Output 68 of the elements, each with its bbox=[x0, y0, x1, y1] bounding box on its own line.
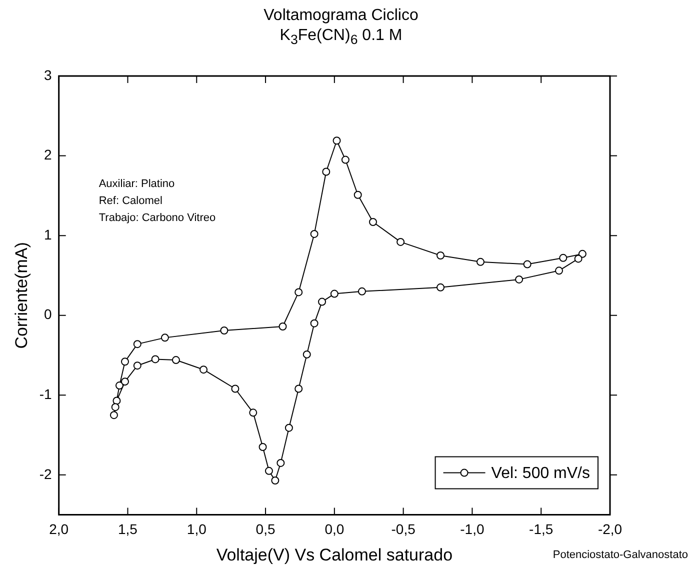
point bbox=[111, 403, 120, 412]
point bbox=[294, 288, 303, 296]
point bbox=[258, 442, 267, 451]
point bbox=[476, 258, 484, 266]
point bbox=[151, 355, 160, 364]
point bbox=[278, 322, 287, 331]
point bbox=[284, 424, 293, 432]
point bbox=[578, 250, 586, 258]
point bbox=[523, 260, 532, 268]
y-tick-label: -2 bbox=[39, 466, 52, 482]
point bbox=[354, 190, 362, 199]
x-tick-label: -2,0 bbox=[598, 521, 622, 538]
x-tick-label: -0,5 bbox=[391, 521, 416, 538]
annotation: Trabajo: Carbono Vitreo bbox=[98, 212, 216, 224]
point bbox=[120, 358, 129, 366]
y-tick-label: 2 bbox=[44, 146, 52, 163]
x-tick-label: -1,5 bbox=[529, 521, 554, 538]
point bbox=[264, 466, 273, 475]
point bbox=[436, 283, 445, 292]
point bbox=[555, 266, 564, 275]
point bbox=[271, 476, 280, 484]
point bbox=[294, 384, 303, 393]
x-tick-label: 0,0 bbox=[324, 521, 344, 538]
point bbox=[559, 254, 568, 262]
y-tick-label: 0 bbox=[44, 306, 52, 322]
point bbox=[574, 254, 582, 263]
point bbox=[110, 411, 118, 420]
point bbox=[302, 350, 311, 358]
x-tick-label: 1,0 bbox=[186, 521, 207, 538]
point bbox=[249, 408, 258, 417]
x-tick-label: -1,0 bbox=[460, 521, 484, 538]
point bbox=[276, 458, 285, 467]
annotation: Auxiliar: Platino bbox=[98, 178, 175, 190]
point bbox=[318, 298, 326, 306]
legend-label: Vel: 500 mV/s bbox=[491, 465, 590, 482]
point bbox=[332, 136, 341, 145]
point bbox=[322, 168, 330, 176]
point bbox=[200, 366, 208, 374]
point bbox=[133, 362, 142, 370]
x-tick-label: 2,0 bbox=[49, 521, 69, 538]
text: Potenciostato-Galvanostato bbox=[552, 549, 688, 561]
point bbox=[220, 326, 228, 335]
point bbox=[133, 340, 142, 348]
annotation: Ref: Calomel bbox=[98, 195, 162, 208]
y-axis-title: Corriente(mA) bbox=[12, 242, 31, 349]
point bbox=[112, 396, 121, 405]
x-tick-label: 0,5 bbox=[256, 521, 276, 538]
point bbox=[120, 378, 129, 386]
chart-title: Voltamograma Ciclico bbox=[262, 6, 420, 26]
point bbox=[160, 334, 169, 342]
point bbox=[310, 230, 318, 238]
y-tick-label: 3 bbox=[44, 66, 52, 83]
point bbox=[330, 290, 338, 298]
point bbox=[341, 156, 350, 164]
point bbox=[515, 275, 524, 284]
y-tick-label: 1 bbox=[44, 226, 52, 242]
point bbox=[115, 382, 124, 390]
x-axis-title: Voltaje(V) Vs Calomel saturado bbox=[216, 545, 453, 564]
chart-subtitle: K$_{3}$Fe(CN)$_{6}$ 0.1 M bbox=[278, 26, 404, 50]
x-tick-label: 1,5 bbox=[118, 521, 138, 538]
point bbox=[310, 319, 318, 328]
point bbox=[231, 384, 240, 393]
point bbox=[369, 218, 378, 226]
point bbox=[396, 238, 405, 246]
point bbox=[172, 356, 180, 364]
y-tick-label: -1 bbox=[39, 386, 52, 402]
point bbox=[358, 287, 366, 296]
point bbox=[436, 252, 445, 260]
